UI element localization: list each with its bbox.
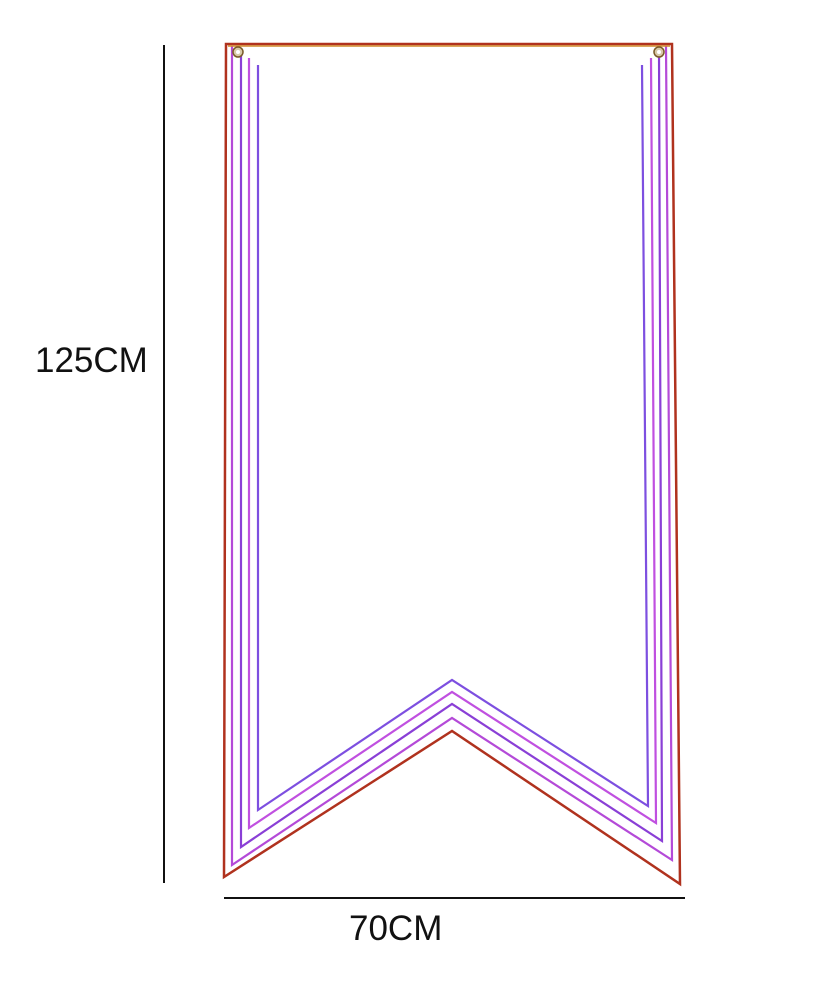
banner-stripe-2 [239,51,664,850]
grommet-icon [653,46,665,58]
banner [222,42,682,887]
grommet-icon [232,46,244,58]
banner-stripe-4 [256,64,650,813]
banner-stripe-3 [247,57,658,831]
height-dimension-label: 125CM [35,341,148,380]
banner-outline [222,42,682,887]
banner-stripe-1 [230,45,674,868]
width-dimension-label: 70CM [349,909,443,948]
